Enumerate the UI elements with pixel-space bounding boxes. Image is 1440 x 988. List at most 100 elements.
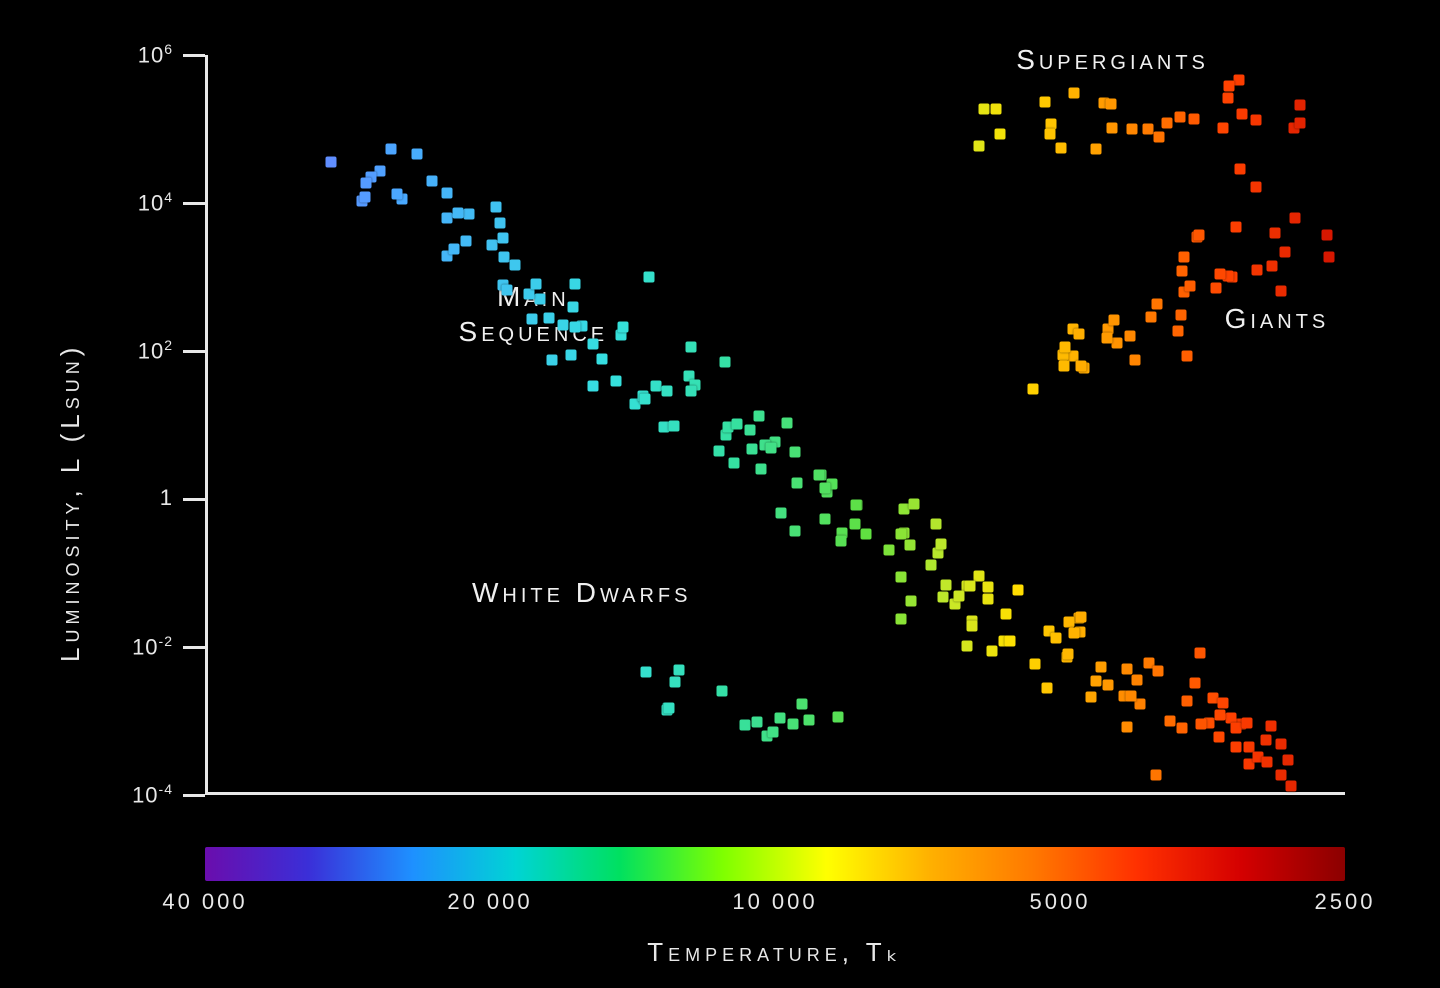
star-point: [1127, 123, 1138, 134]
star-point: [1251, 265, 1262, 276]
star-point: [565, 349, 576, 360]
star-point: [391, 188, 402, 199]
star-point: [669, 420, 680, 431]
star-point: [747, 443, 758, 454]
star-point: [797, 699, 808, 710]
star-point: [486, 239, 497, 250]
star-point: [359, 191, 370, 202]
y-tick-label: 106: [138, 41, 173, 68]
star-point: [1153, 132, 1164, 143]
star-point: [896, 528, 907, 539]
star-point: [1223, 80, 1234, 91]
star-point: [1109, 314, 1120, 325]
star-point: [906, 595, 917, 606]
star-point: [1103, 679, 1114, 690]
star-point: [640, 394, 651, 405]
star-point: [1005, 636, 1016, 647]
star-point: [1101, 332, 1112, 343]
star-point: [787, 718, 798, 729]
star-point: [1074, 329, 1085, 340]
y-tick-label: 10-2: [132, 633, 173, 660]
star-point: [1181, 351, 1192, 362]
star-point: [1279, 246, 1290, 257]
x-tick-label: 10 000: [695, 889, 855, 915]
star-point: [1237, 109, 1248, 120]
star-point: [644, 272, 655, 283]
star-point: [803, 715, 814, 726]
star-point: [526, 313, 537, 324]
hr-diagram-chart: 10-410-21102104106 40 00020 00010 000500…: [0, 0, 1440, 988]
star-point: [1076, 611, 1087, 622]
y-tick: [183, 646, 205, 649]
star-point: [1251, 181, 1262, 192]
star-point: [453, 208, 464, 219]
star-point: [1222, 93, 1233, 104]
star-point: [964, 580, 975, 591]
star-point: [1125, 691, 1136, 702]
star-point: [1165, 715, 1176, 726]
y-tick-label: 1: [160, 485, 173, 511]
star-point: [756, 463, 767, 474]
y-tick: [183, 54, 205, 57]
star-point: [531, 278, 542, 289]
star-point: [1091, 143, 1102, 154]
star-point: [558, 320, 569, 331]
star-point: [986, 645, 997, 656]
star-point: [953, 590, 964, 601]
x-axis-title: Temperature, Tₖ: [595, 937, 955, 968]
star-point: [713, 446, 724, 457]
star-point: [1218, 697, 1229, 708]
star-point: [1275, 739, 1286, 750]
star-point: [1233, 75, 1244, 86]
star-point: [896, 614, 907, 625]
star-point: [1322, 230, 1333, 241]
star-point: [775, 508, 786, 519]
star-point: [662, 386, 673, 397]
star-point: [729, 458, 740, 469]
region-label-supergiants: Supergiants: [953, 42, 1273, 77]
x-tick-label: 5000: [980, 889, 1140, 915]
star-point: [1105, 99, 1116, 110]
star-point: [753, 410, 764, 421]
star-point: [896, 572, 907, 583]
star-point: [967, 621, 978, 632]
x-axis-line: [205, 792, 1345, 795]
star-point: [995, 129, 1006, 140]
star-point: [617, 322, 628, 333]
star-point: [1107, 123, 1118, 134]
star-point: [1062, 648, 1073, 659]
star-point: [1261, 756, 1272, 767]
star-point: [1146, 312, 1157, 323]
star-point: [937, 592, 948, 603]
star-point: [1153, 666, 1164, 677]
star-point: [1214, 710, 1225, 721]
star-point: [789, 525, 800, 536]
star-point: [767, 727, 778, 738]
star-point: [1283, 755, 1294, 766]
star-point: [491, 201, 502, 212]
region-label-giants: Giants: [1117, 301, 1437, 336]
star-point: [1068, 87, 1079, 98]
star-point: [535, 294, 546, 305]
star-point: [1194, 648, 1205, 659]
star-point: [1143, 123, 1154, 134]
star-point: [1230, 222, 1241, 233]
star-point: [744, 424, 755, 435]
star-point: [1261, 734, 1272, 745]
star-point: [1012, 584, 1023, 595]
star-point: [962, 641, 973, 652]
star-point: [426, 175, 437, 186]
star-point: [1181, 695, 1192, 706]
star-point: [789, 446, 800, 457]
star-point: [983, 594, 994, 605]
star-point: [1285, 780, 1296, 791]
star-point: [1112, 337, 1123, 348]
star-point: [766, 443, 777, 454]
star-point: [1276, 770, 1287, 781]
y-tick-label: 104: [138, 189, 173, 216]
star-point: [510, 259, 521, 270]
star-point: [497, 232, 508, 243]
star-point: [814, 470, 825, 481]
star-point: [1190, 677, 1201, 688]
y-axis-line: [205, 55, 208, 795]
